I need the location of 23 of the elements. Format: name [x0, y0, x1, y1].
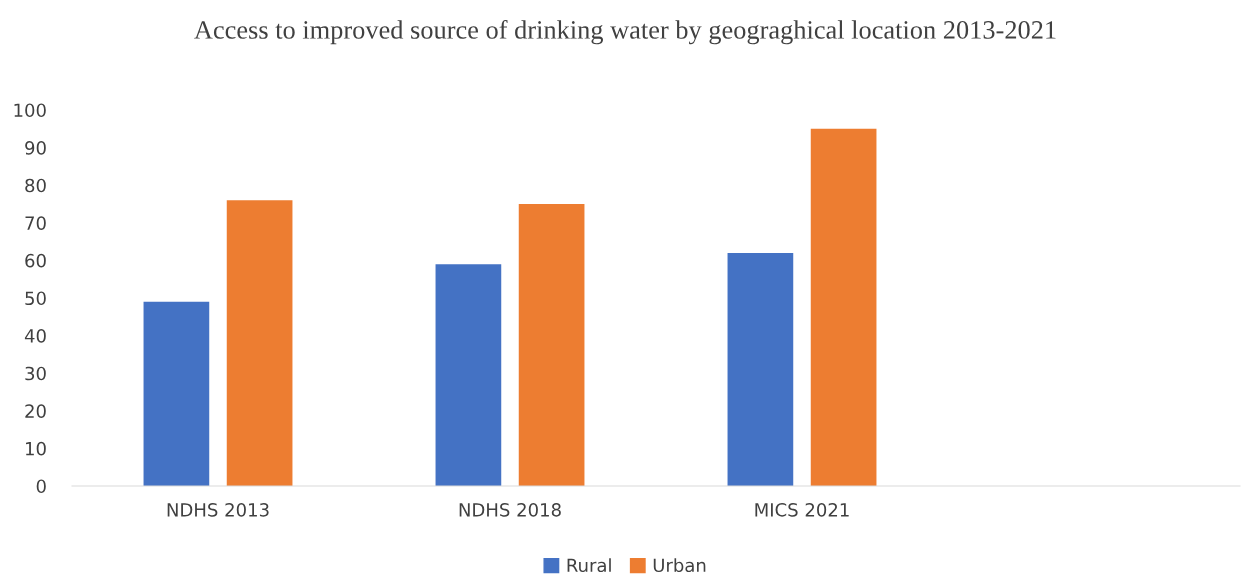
y-tick-label: 40	[24, 329, 46, 343]
y-tick-label: 50	[25, 291, 46, 306]
bar	[435, 264, 502, 486]
legend-label: Urban	[653, 558, 706, 573]
x-tick-label: NDHS 2018	[459, 502, 561, 517]
y-tick-label: 20	[25, 404, 46, 418]
y-tick-label: 60	[25, 253, 46, 268]
bar	[518, 204, 585, 486]
legend-label: Rural	[567, 558, 611, 573]
bar	[143, 301, 210, 486]
y-tick-label: 100	[14, 103, 46, 118]
bar	[226, 200, 293, 486]
x-tick-label: NDHS 2013	[167, 502, 269, 517]
y-tick-label: 70	[25, 216, 46, 230]
chart-title: Access to improved source of drinking water by geograghical location 2013-2021	[194, 20, 1056, 45]
y-tick-label: 90	[25, 141, 46, 155]
y-tick-label: 0	[36, 479, 46, 494]
y-tick-label: 30	[25, 366, 46, 381]
bar	[810, 128, 877, 486]
y-tick-label: 80	[25, 178, 46, 193]
x-tick-label: MICS 2021	[755, 502, 849, 517]
bar	[727, 252, 794, 486]
y-tick-label: 10	[26, 441, 46, 456]
